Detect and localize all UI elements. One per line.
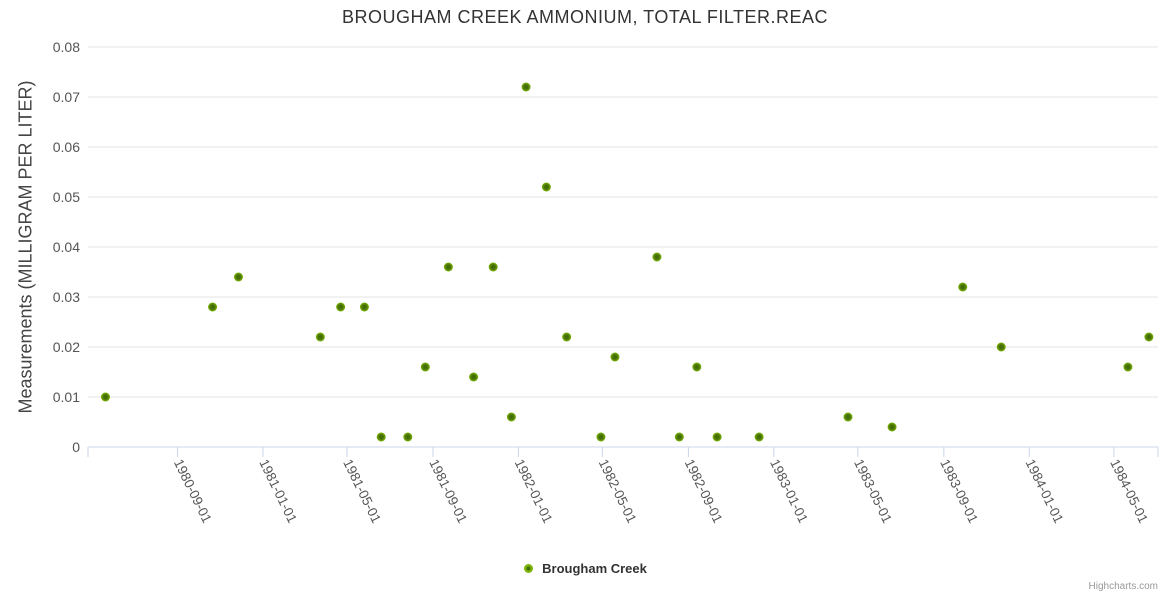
data-point[interactable] (521, 82, 531, 92)
x-tick-label: 1984-01-01 (1023, 457, 1067, 526)
data-point[interactable] (843, 412, 853, 422)
legend-item-brougham-creek[interactable]: Brougham Creek (0, 561, 1170, 576)
data-point[interactable] (443, 262, 453, 272)
x-tick-label: 1981-01-01 (256, 457, 300, 526)
y-tick-label: 0.03 (53, 289, 80, 305)
data-point[interactable] (208, 302, 218, 312)
x-axis (87, 446, 1159, 457)
y-tick-label: 0.07 (53, 89, 80, 105)
data-point[interactable] (100, 392, 110, 402)
gridlines (88, 46, 1158, 448)
data-point[interactable] (359, 302, 369, 312)
data-point[interactable] (403, 432, 413, 442)
x-tick-label: 1984-05-01 (1107, 457, 1151, 526)
data-point[interactable] (958, 282, 968, 292)
data-point[interactable] (562, 332, 572, 342)
data-point[interactable] (996, 342, 1006, 352)
data-point[interactable] (233, 272, 243, 282)
x-tick-label: 1982-09-01 (682, 457, 726, 526)
data-point[interactable] (1123, 362, 1133, 372)
y-tick-label: 0.05 (53, 189, 80, 205)
data-point[interactable] (506, 412, 516, 422)
data-point[interactable] (336, 302, 346, 312)
x-tick-label: 1983-01-01 (767, 457, 811, 526)
data-point[interactable] (1144, 332, 1154, 342)
data-point[interactable] (469, 372, 479, 382)
data-point[interactable] (376, 432, 386, 442)
y-tick-label: 0.06 (53, 139, 80, 155)
data-point[interactable] (754, 432, 764, 442)
x-tick-label: 1981-09-01 (426, 457, 470, 526)
x-tick-label: 1982-05-01 (596, 457, 640, 526)
data-point[interactable] (887, 422, 897, 432)
data-point[interactable] (596, 432, 606, 442)
data-point[interactable] (712, 432, 722, 442)
y-tick-label: 0 (72, 439, 80, 455)
data-point[interactable] (674, 432, 684, 442)
legend-series-label: Brougham Creek (542, 561, 647, 576)
y-tick-label: 0.08 (53, 39, 80, 55)
data-point[interactable] (420, 362, 430, 372)
y-tick-label: 0.01 (53, 389, 80, 405)
data-point[interactable] (315, 332, 325, 342)
series-brougham-creek (100, 82, 1154, 442)
data-point[interactable] (610, 352, 620, 362)
data-point[interactable] (541, 182, 551, 192)
x-tick-label: 1980-09-01 (171, 457, 215, 526)
data-point[interactable] (488, 262, 498, 272)
x-tick-label: 1982-01-01 (512, 457, 556, 526)
x-tick-label: 1983-05-01 (851, 457, 895, 526)
x-tick-label: 1981-05-01 (340, 457, 384, 526)
credits-link[interactable]: Highcharts.com (1088, 581, 1158, 592)
chart-title: BROUGHAM CREEK AMMONIUM, TOTAL FILTER.RE… (341, 7, 829, 27)
y-tick-label: 0.04 (53, 239, 80, 255)
x-tick-label: 1983-09-01 (937, 457, 981, 526)
legend-marker-icon (524, 564, 534, 573)
y-tick-label: 0.02 (53, 339, 80, 355)
data-point[interactable] (652, 252, 662, 262)
plot-area: 0 0.01 0.02 0.03 0.04 0.05 0.06 0.07 0.08 1980-09… (53, 39, 1159, 526)
data-point[interactable] (692, 362, 702, 372)
